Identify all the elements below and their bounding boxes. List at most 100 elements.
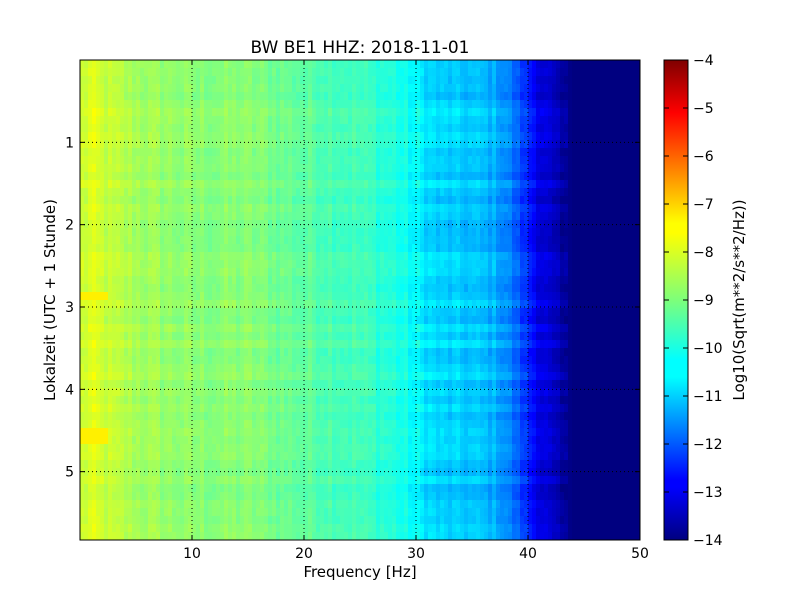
heatmap-cell: [616, 324, 621, 333]
heatmap-cell: [312, 92, 317, 101]
heatmap-cell: [136, 220, 141, 229]
heatmap-cell: [604, 116, 609, 125]
heatmap-cell: [148, 324, 153, 333]
heatmap-cell: [276, 300, 281, 309]
heatmap-cell: [340, 148, 345, 157]
heatmap-cell: [492, 212, 497, 221]
heatmap-cell: [204, 260, 209, 269]
heatmap-cell: [276, 84, 281, 93]
heatmap-cell: [368, 284, 373, 293]
heatmap-cell: [320, 324, 325, 333]
heatmap-cell: [620, 268, 625, 277]
heatmap-cell: [312, 276, 317, 285]
heatmap-cell: [332, 124, 337, 133]
heatmap-cell: [168, 196, 173, 205]
heatmap-cell: [584, 284, 589, 293]
heatmap-cell: [428, 244, 433, 253]
heatmap-cell: [168, 164, 173, 173]
heatmap-cell: [592, 188, 597, 197]
heatmap-cell: [128, 68, 133, 77]
heatmap-cell: [600, 332, 605, 341]
heatmap-cell: [624, 236, 629, 245]
heatmap-cell: [356, 84, 361, 93]
heatmap-cell: [188, 180, 193, 189]
heatmap-cell: [484, 92, 489, 101]
heatmap-cell: [384, 340, 389, 349]
heatmap-cell: [256, 76, 261, 85]
heatmap-cell: [192, 76, 197, 85]
heatmap-cell: [204, 140, 209, 149]
heatmap-cell: [416, 252, 421, 261]
heatmap-cell: [204, 116, 209, 125]
heatmap-cell: [516, 324, 521, 333]
heatmap-cell: [484, 108, 489, 117]
heatmap-cell: [520, 212, 525, 221]
heatmap-cell: [588, 180, 593, 189]
heatmap-cell: [124, 204, 129, 213]
heatmap-cell: [384, 60, 389, 69]
heatmap-cell: [488, 92, 493, 101]
heatmap-cell: [348, 124, 353, 133]
heatmap-cell: [300, 316, 305, 325]
heatmap-cell: [448, 292, 453, 301]
heatmap-cell: [296, 100, 301, 109]
heatmap-cell: [432, 316, 437, 325]
heatmap-cell: [560, 220, 565, 229]
heatmap-cell: [172, 76, 177, 85]
heatmap-cell: [204, 124, 209, 133]
heatmap-cell: [128, 252, 133, 261]
heatmap-cell: [96, 76, 101, 85]
heatmap-cell: [500, 188, 505, 197]
heatmap-cell: [356, 180, 361, 189]
heatmap-cell: [620, 116, 625, 125]
heatmap-cell: [144, 124, 149, 133]
heatmap-cell: [132, 324, 137, 333]
heatmap-cell: [140, 84, 145, 93]
heatmap-cell: [144, 60, 149, 69]
heatmap-cell: [300, 84, 305, 93]
heatmap-cell: [464, 300, 469, 309]
heatmap-cell: [352, 252, 357, 261]
heatmap-cell: [592, 276, 597, 285]
heatmap-cell: [632, 196, 637, 205]
heatmap-cell: [136, 284, 141, 293]
heatmap-cell: [116, 340, 121, 349]
heatmap-cell: [596, 260, 601, 269]
heatmap-cell: [420, 332, 425, 341]
heatmap-cell: [616, 228, 621, 237]
heatmap-cell: [200, 196, 205, 205]
heatmap-cell: [456, 300, 461, 309]
heatmap-cell: [208, 116, 213, 125]
heatmap-cell: [436, 308, 441, 317]
heatmap-cell: [348, 284, 353, 293]
heatmap-cell: [336, 76, 341, 85]
heatmap-cell: [444, 116, 449, 125]
heatmap-cell: [200, 276, 205, 285]
heatmap-cell: [560, 308, 565, 317]
heatmap-cell: [340, 84, 345, 93]
heatmap-cell: [332, 252, 337, 261]
heatmap-cell: [292, 140, 297, 149]
heatmap-cell: [404, 292, 409, 301]
heatmap-cell: [464, 332, 469, 341]
heatmap-cell: [620, 196, 625, 205]
heatmap-cell: [212, 172, 217, 181]
heatmap-cell: [256, 84, 261, 93]
heatmap-cell: [584, 92, 589, 101]
heatmap-cell: [396, 260, 401, 269]
heatmap-cell: [580, 332, 585, 341]
heatmap-cell: [332, 332, 337, 341]
heatmap-cell: [200, 100, 205, 109]
heatmap-cell: [168, 228, 173, 237]
heatmap-cell: [204, 172, 209, 181]
heatmap-cell: [556, 284, 561, 293]
heatmap-cell: [520, 68, 525, 77]
heatmap-cell: [244, 164, 249, 173]
heatmap-cell: [360, 172, 365, 181]
heatmap-cell: [504, 212, 509, 221]
heatmap-cell: [380, 300, 385, 309]
heatmap-cell: [340, 132, 345, 141]
heatmap-cell: [592, 84, 597, 93]
heatmap-cell: [200, 76, 205, 85]
heatmap-cell: [336, 188, 341, 197]
